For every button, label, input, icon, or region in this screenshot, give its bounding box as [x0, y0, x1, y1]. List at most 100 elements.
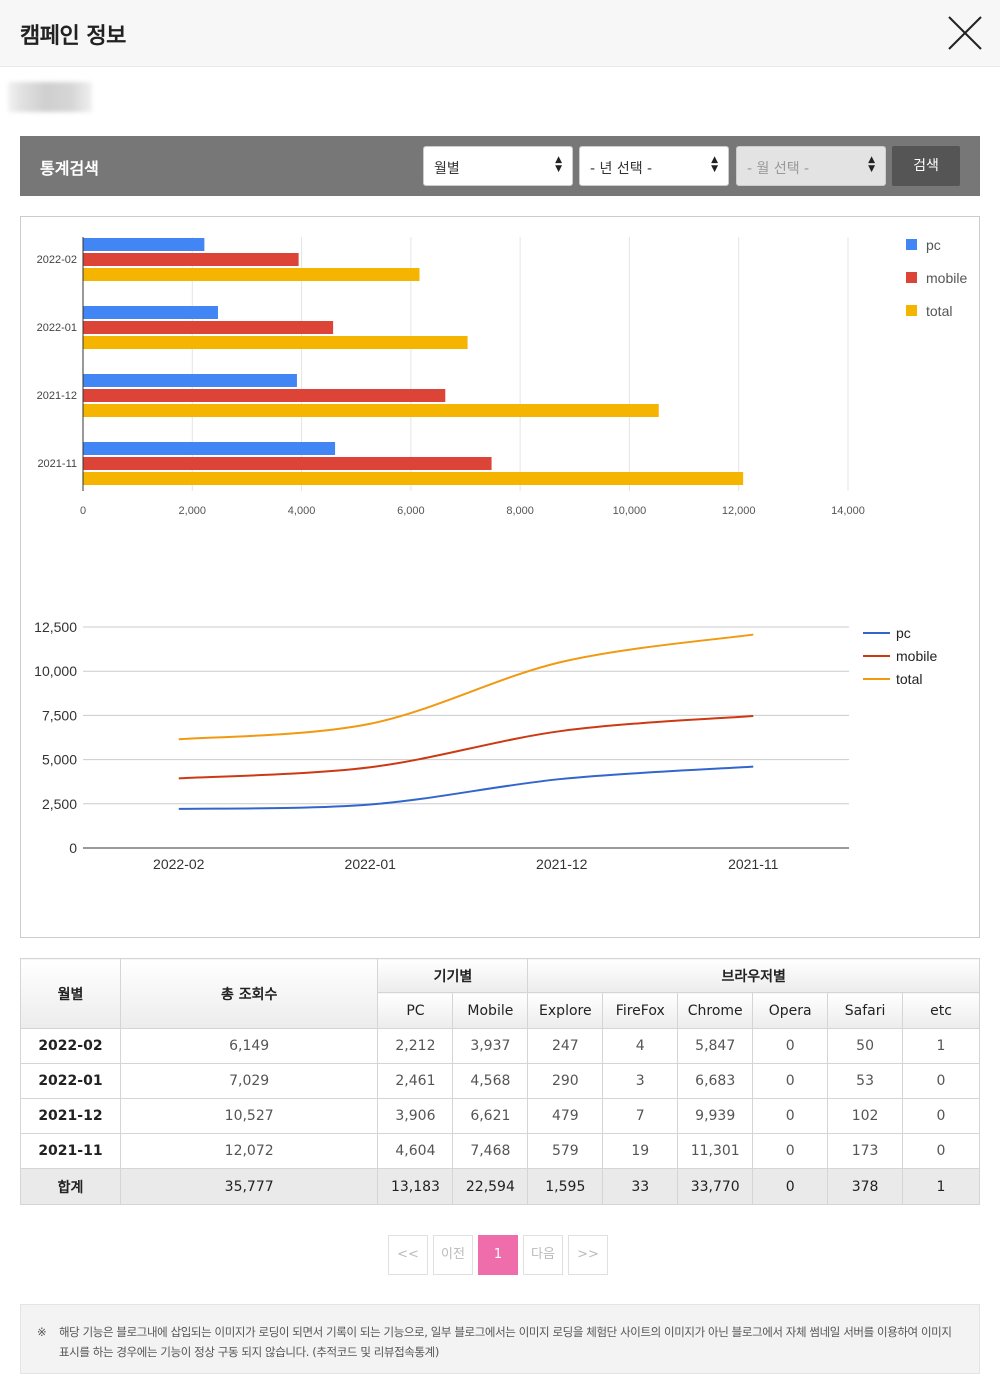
bar-x-tick-label: 4,000: [288, 505, 316, 517]
page-button-current[interactable]: 1: [478, 1235, 518, 1275]
cell-safari: 378: [827, 1168, 904, 1205]
table-row: 2022-01 7,029 2,461 4,568 290 3 6,683 0 …: [20, 1063, 980, 1099]
line-y-tick-label: 10,000: [34, 663, 77, 679]
line-series-mobile: [178, 714, 754, 780]
cell-mobile: 3,937: [452, 1028, 529, 1064]
header-device: 기기별: [377, 958, 529, 993]
select-arrows-icon: ▲ ▼: [555, 155, 562, 174]
last-page-button[interactable]: >>: [568, 1235, 608, 1275]
search-title: 통계검색: [40, 159, 99, 178]
header-safari: Safari: [827, 992, 904, 1029]
select-arrows-icon: ▲ ▼: [868, 155, 875, 174]
cell-explore: 479: [527, 1098, 604, 1134]
line-x-tick-label: 2022-02: [153, 856, 205, 872]
period-select[interactable]: 월별 ▲ ▼: [423, 146, 573, 186]
header-month: 월별: [20, 958, 121, 1029]
header-total-views: 총 조회수: [119, 958, 379, 1029]
cell-chrome: 11,301: [677, 1133, 754, 1169]
line-series-total: [178, 633, 754, 741]
bar-category-label: 2021-12: [37, 390, 77, 402]
cell-firefox: 3: [602, 1063, 679, 1099]
line-x-tick-label: 2021-12: [536, 856, 588, 872]
notice-mark: ※: [37, 1325, 47, 1339]
cell-firefox: 7: [602, 1098, 679, 1134]
legend-label-total: total: [896, 671, 922, 687]
cell-chrome: 6,683: [677, 1063, 754, 1099]
cell-total-views: 6,149: [119, 1028, 379, 1064]
chart-panel: 0 2,000 4,000 6,000 8,000 10,000 12,000 14,000 2…: [20, 216, 980, 938]
cell-safari: 102: [827, 1098, 904, 1134]
bar-total: [83, 268, 420, 281]
bar-mobile: [83, 389, 446, 402]
cell-month: 2021-11: [20, 1133, 121, 1169]
cell-firefox: 4: [602, 1028, 679, 1064]
bar-total: [83, 336, 468, 349]
cell-total-label: 합계: [20, 1168, 121, 1205]
line-y-tick-label: 7,500: [42, 707, 77, 723]
bar-category-label: 2021-11: [37, 458, 77, 470]
first-page-button[interactable]: <<: [388, 1235, 428, 1275]
year-select[interactable]: - 년 선택 - ▲ ▼: [579, 146, 729, 186]
cell-mobile: 4,568: [452, 1063, 529, 1099]
bar-mobile: [83, 457, 492, 470]
page-title: 캠페인 정보: [20, 24, 126, 49]
stats-search-bar: 통계검색 월별 ▲ ▼ - 년 선택 - ▲ ▼ - 월 선택 - ▲ ▼ 검색: [20, 136, 980, 196]
legend-label-total: total: [926, 303, 952, 319]
notice-box: ※ 해당 기능은 블로그내에 삽입되는 이미지가 로딩이 되면서 기록이 되는 …: [20, 1304, 980, 1374]
month-select[interactable]: - 월 선택 - ▲ ▼: [736, 146, 886, 186]
cell-pc: 13,183: [377, 1168, 454, 1205]
next-page-button[interactable]: 다음: [523, 1235, 563, 1275]
cell-total-views: 7,029: [119, 1063, 379, 1099]
cell-opera: 0: [752, 1133, 829, 1169]
cell-total-views: 12,072: [119, 1133, 379, 1169]
prev-page-button[interactable]: 이전: [433, 1235, 473, 1275]
bar-category-label: 2022-02: [37, 254, 77, 266]
line-x-tick-label: 2022-01: [345, 856, 397, 872]
bar-x-tick-label: 14,000: [831, 505, 865, 517]
header-mobile: Mobile: [452, 992, 529, 1029]
table-row: 2021-12 10,527 3,906 6,621 479 7 9,939 0…: [20, 1098, 980, 1134]
bar-mobile: [83, 253, 299, 266]
legend-swatch-total: [906, 305, 917, 316]
cell-total-views: 10,527: [119, 1098, 379, 1134]
cell-etc: 0: [902, 1098, 980, 1134]
bar-x-tick-label: 12,000: [722, 505, 756, 517]
bar-x-tick-label: 0: [80, 505, 86, 517]
cell-explore: 247: [527, 1028, 604, 1064]
cell-etc: 1: [902, 1168, 980, 1205]
cell-etc: 0: [902, 1133, 980, 1169]
cell-chrome: 9,939: [677, 1098, 754, 1134]
cell-opera: 0: [752, 1028, 829, 1064]
header-explore: Explore: [527, 992, 604, 1029]
cell-chrome: 33,770: [677, 1168, 754, 1205]
legend-swatch-pc: [906, 239, 917, 250]
cell-safari: 173: [827, 1133, 904, 1169]
header-chrome: Chrome: [677, 992, 754, 1029]
close-icon[interactable]: [946, 14, 984, 52]
select-arrows-icon: ▲ ▼: [711, 155, 718, 174]
search-button[interactable]: 검색: [892, 146, 960, 186]
bar-mobile: [83, 321, 334, 334]
bar-total: [83, 472, 744, 485]
line-series-pc: [178, 765, 754, 810]
notice-text: 해당 기능은 블로그내에 삽입되는 이미지가 로딩이 되면서 기록이 되는 기능…: [59, 1325, 952, 1359]
header-firefox: FireFox: [602, 992, 679, 1029]
cell-etc: 1: [902, 1028, 980, 1064]
cell-explore: 1,595: [527, 1168, 604, 1205]
cell-mobile: 7,468: [452, 1133, 529, 1169]
stats-table: 월별 총 조회수 기기별 브라우저별 PC Mobile Explore Fir…: [20, 958, 980, 1205]
stats-charts: 0 2,000 4,000 6,000 8,000 10,000 12,000 14,000 2…: [34, 237, 967, 872]
cell-pc: 2,212: [377, 1028, 454, 1064]
line-y-tick-label: 2,500: [42, 796, 77, 812]
cell-month: 2021-12: [20, 1098, 121, 1134]
cell-etc: 0: [902, 1063, 980, 1099]
bar-x-tick-label: 8,000: [506, 505, 534, 517]
blurred-campaign-name: [8, 82, 92, 112]
cell-firefox: 33: [602, 1168, 679, 1205]
cell-safari: 50: [827, 1028, 904, 1064]
header-pc: PC: [377, 992, 454, 1029]
cell-mobile: 6,621: [452, 1098, 529, 1134]
bar-x-tick-label: 6,000: [397, 505, 425, 517]
legend-label-pc: pc: [926, 237, 941, 253]
cell-month: 2022-02: [20, 1028, 121, 1064]
